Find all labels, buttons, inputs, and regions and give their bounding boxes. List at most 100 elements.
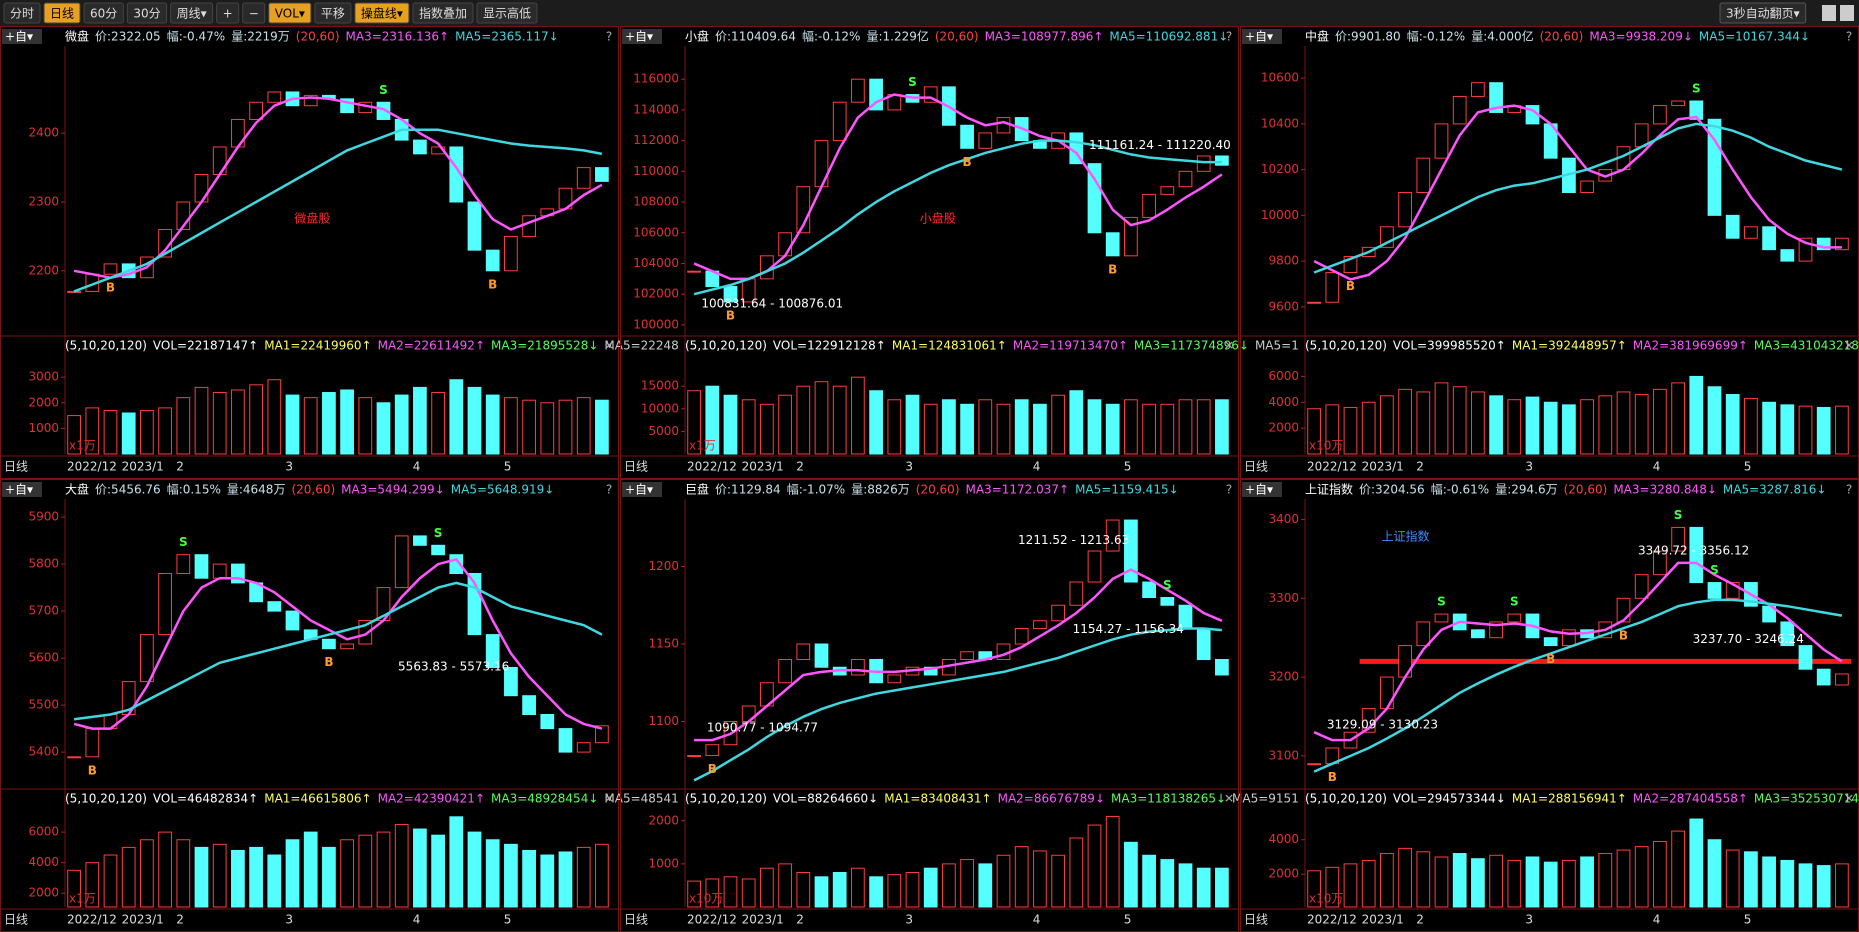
panel-tag-label[interactable]: +自▾ [1245,483,1273,497]
close-icon[interactable]: ✕ [1844,339,1854,353]
volume-bar [1798,863,1813,908]
volume-bar [176,839,191,908]
header-item: 量:294.6万 [1495,483,1557,497]
toolbar-icon[interactable] [1840,5,1854,21]
close-icon[interactable]: ✕ [1224,792,1234,806]
close-icon[interactable]: ✕ [1844,792,1854,806]
panel-tag[interactable] [622,482,662,497]
x-tick-label: 2022/12 [687,913,737,927]
volume-tick-label: 2000 [1268,867,1299,881]
toolbar-label[interactable]: 3秒自动翻页▾ [1726,7,1800,21]
candle [1196,628,1211,660]
x-tick-label: 2 [176,913,184,927]
toolbar-label[interactable]: 周线▾ [177,7,207,21]
candle [449,146,464,203]
y-tick-label: 10200 [1261,162,1299,176]
toolbar-button[interactable] [126,2,168,24]
panel-tag-label[interactable]: +自▾ [5,483,33,497]
panel-tag[interactable] [1242,482,1282,497]
toolbar-button[interactable] [412,2,474,24]
toolbar-label[interactable]: VOL▾ [275,7,305,21]
signal: S [379,83,388,97]
toolbar-label[interactable]: 日线 [50,7,74,21]
panel-tag[interactable] [2,482,42,497]
toolbar-label[interactable]: 操盘线▾ [361,6,403,21]
y-tick-label: 10400 [1261,116,1299,130]
toolbar-button[interactable] [3,2,41,24]
panel-tag[interactable] [1242,29,1282,44]
candle [978,132,993,149]
candle [1689,100,1704,120]
toolbar-label[interactable]: 平移 [321,7,345,21]
volume-bar [1051,394,1065,455]
header-item: 上证指数 [1305,482,1353,497]
help-icon[interactable]: ? [606,483,612,497]
candle [1307,301,1321,304]
candle [1142,193,1156,218]
panel-tag-label[interactable]: +自▾ [625,483,653,497]
y-tick-label: 3300 [1268,591,1299,605]
volume-header-item: MA3=118138265↓ [1111,792,1226,806]
toolbar-label[interactable]: 分时 [10,7,34,21]
toolbar-button[interactable] [242,2,266,24]
panel-tag-label[interactable]: +自▾ [5,30,33,44]
candle [1816,668,1831,686]
y-tick-label: 108000 [633,195,679,209]
toolbar-label[interactable]: 显示高低 [483,6,531,21]
candle [1307,763,1321,766]
volume-bar [923,403,938,455]
period-label: 日线 [4,460,28,474]
panel-tag[interactable] [2,29,42,44]
toolbar-button[interactable] [170,2,214,24]
toolbar-label[interactable]: 指数叠加 [419,6,467,21]
volume-bar [67,869,81,908]
toolbar-label[interactable]: − [249,7,259,21]
toolbar-label[interactable]: 30分 [133,7,160,21]
volume-bar [85,862,100,908]
volume-bar [723,876,738,908]
toolbar-icon[interactable] [1822,5,1836,21]
price-note: 100831.64 - 100876.01 [701,297,843,311]
panel-frame [0,26,619,479]
toolbar-button[interactable] [354,2,410,24]
close-icon[interactable]: ✕ [1224,339,1234,353]
volume-bar [394,394,409,455]
toolbar-button[interactable] [216,2,240,24]
help-icon[interactable]: ? [1226,30,1232,44]
panel-tag[interactable] [622,29,662,44]
toolbar-button[interactable] [476,2,538,24]
help-icon[interactable]: ? [1846,30,1852,44]
volume-unit: x10万 [689,892,723,906]
toolbar-button[interactable] [314,2,352,24]
volume-header-item: VOL=122912128↑ [773,339,886,353]
signal: B [1328,770,1337,784]
x-tick-label: 2023/1 [742,913,784,927]
candle [1835,237,1849,251]
volume-bar [522,399,536,455]
help-icon[interactable]: ? [1846,483,1852,497]
panel-frame [620,26,1239,479]
close-icon[interactable]: ✕ [604,792,614,806]
toolbar-button[interactable] [83,2,124,24]
toolbar-button[interactable] [268,2,312,24]
panel-tag-label[interactable]: +自▾ [1245,30,1273,44]
candle [158,573,172,636]
help-icon[interactable]: ? [606,30,612,44]
toolbar-button[interactable] [1719,2,1807,24]
candle [1215,658,1229,676]
ma-line [1313,561,1843,742]
y-tick-label: 2300 [28,195,59,209]
candle [796,643,811,660]
close-icon[interactable]: ✕ [604,339,614,353]
candle [140,634,154,683]
toolbar-button[interactable] [43,2,81,24]
panel-tag-label[interactable]: +自▾ [625,30,653,44]
volume-bar [1069,837,1084,908]
help-icon[interactable]: ? [1226,483,1232,497]
toolbar-label[interactable]: 60分 [90,7,117,21]
volume-bar [1489,395,1503,455]
period-label: 日线 [4,913,28,927]
x-tick-label: 4 [413,913,421,927]
volume-bar [760,403,774,455]
toolbar-label[interactable]: + [223,7,233,21]
